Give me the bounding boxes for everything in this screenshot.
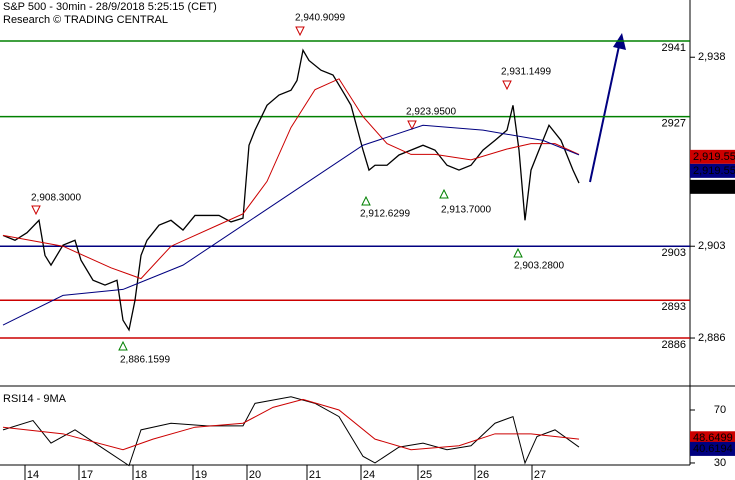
low-marker <box>439 188 449 199</box>
x-tick-label: 20 <box>249 469 261 480</box>
high-marker <box>31 205 41 216</box>
high-marker <box>295 26 305 37</box>
price-line <box>2 398 580 451</box>
rsi-tag <box>690 441 735 456</box>
price-tag <box>690 163 735 178</box>
price-tag-label: 2,919.55 <box>693 151 735 163</box>
x-tick-label: 26 <box>477 469 489 480</box>
annotation: 2,940.9099 <box>295 13 345 24</box>
price-line <box>2 78 580 280</box>
annotation: 2,931.1499 <box>501 67 551 78</box>
rsi-tick-label: 70 <box>714 404 726 416</box>
y-tick-label: 2,903 <box>698 240 726 252</box>
level-label: 2927 <box>662 118 686 130</box>
x-tick-label: 25 <box>420 469 432 480</box>
x-tick-label: 21 <box>309 469 321 480</box>
low-marker <box>118 340 128 351</box>
price-line <box>2 48 580 332</box>
x-tick-label: 14 <box>27 469 39 480</box>
rsi-tick-label: 30 <box>714 457 726 469</box>
high-marker <box>407 120 417 131</box>
price-line <box>2 396 580 467</box>
annotation: 2,913.7000 <box>441 205 491 216</box>
level-label: 2886 <box>662 339 686 351</box>
low-marker <box>361 195 371 206</box>
level-label: 2903 <box>662 247 686 259</box>
chart-title: S&P 500 - 30min - 28/9/2018 5:25:15 (CET… <box>3 1 217 13</box>
rsi-title: RSI14 - 9MA <box>3 393 67 405</box>
price-line <box>2 124 580 326</box>
x-tick-label: 18 <box>135 469 147 480</box>
price-tag <box>690 149 735 164</box>
high-marker <box>502 80 512 91</box>
y-tick-label: 2,886 <box>698 332 726 344</box>
x-tick-label: 17 <box>81 469 93 480</box>
rsi-tag-label: 40.6194 <box>693 443 733 455</box>
y-tick-label: 2,938 <box>698 51 726 63</box>
forecast-arrow <box>589 45 620 183</box>
x-tick-label: 19 <box>195 469 207 480</box>
rsi-tag-label: 48.6499 <box>693 432 733 444</box>
x-tick-label: 27 <box>534 469 546 480</box>
x-tick-label: 24 <box>363 469 375 480</box>
level-label: 2893 <box>662 301 686 313</box>
level-label: 2941 <box>662 42 686 54</box>
annotation: 2,912.6299 <box>360 209 410 220</box>
rsi-tag <box>690 431 735 446</box>
annotation: 2,923.9500 <box>406 107 456 118</box>
price-tag <box>690 179 735 194</box>
annotation: 2,886.1599 <box>120 355 170 366</box>
price-tag-label: 2,919.55 <box>693 165 735 177</box>
low-marker <box>513 247 523 258</box>
annotation: 2,903.2800 <box>514 261 564 272</box>
annotation: 2,908.3000 <box>31 193 81 204</box>
price-tag-label: 2,914 <box>693 181 721 193</box>
chart-subtitle: Research © TRADING CENTRAL <box>3 14 168 26</box>
